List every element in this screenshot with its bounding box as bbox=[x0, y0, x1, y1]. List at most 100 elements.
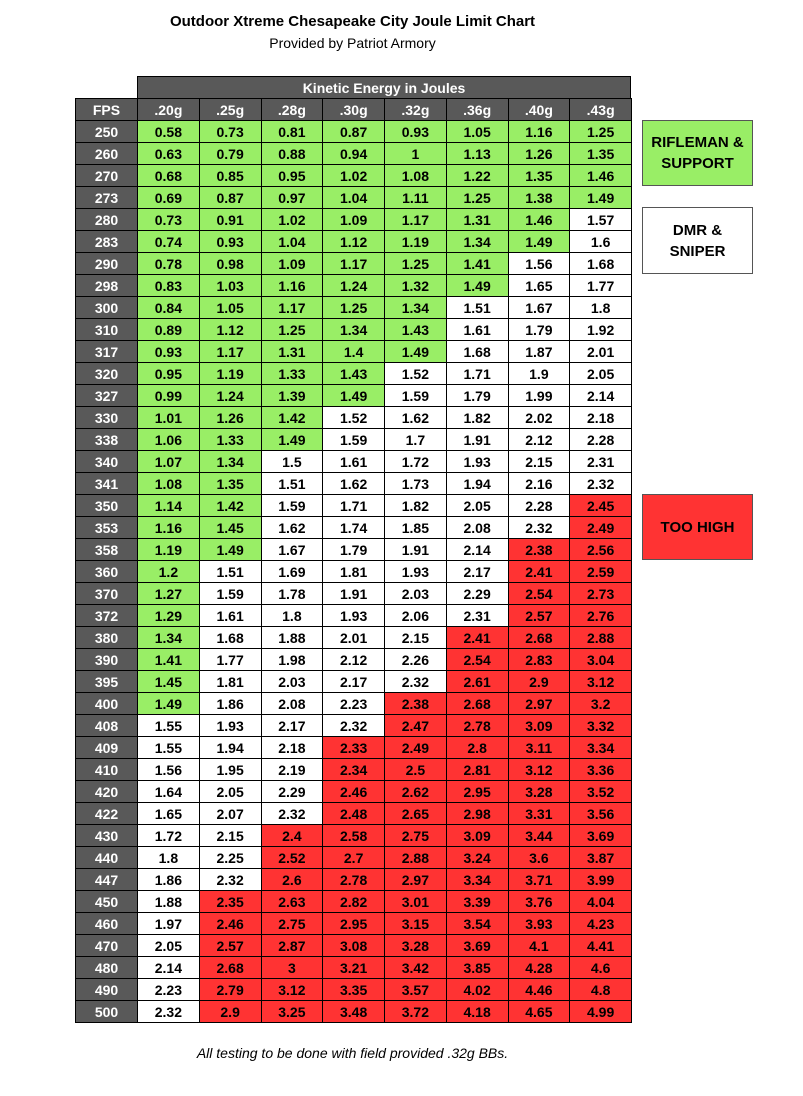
joule-cell: 3.36 bbox=[569, 758, 632, 781]
joule-cell: 1.94 bbox=[445, 472, 509, 495]
joule-cell: 2.57 bbox=[507, 604, 571, 627]
joule-cell: 4.02 bbox=[445, 978, 509, 1001]
joule-cell: 2.31 bbox=[569, 450, 632, 473]
joule-cell: 3.42 bbox=[384, 956, 447, 979]
joule-cell: 2.35 bbox=[198, 890, 262, 913]
joule-cell: 3.31 bbox=[507, 802, 571, 825]
joule-cell: 1.19 bbox=[198, 362, 262, 385]
joule-cell: 1.34 bbox=[322, 318, 385, 341]
joule-cell: 2.98 bbox=[445, 802, 509, 825]
joule-cell: 2.29 bbox=[260, 780, 324, 803]
joule-cell: 1.13 bbox=[445, 142, 509, 165]
fps-cell: 298 bbox=[75, 274, 138, 297]
joule-cell: 2.57 bbox=[198, 934, 262, 957]
joule-cell: 2.15 bbox=[507, 450, 571, 473]
joule-cell: 1.57 bbox=[569, 208, 632, 231]
joule-cell: 4.41 bbox=[569, 934, 632, 957]
fps-cell: 372 bbox=[75, 604, 138, 627]
joule-cell: 1.88 bbox=[137, 890, 200, 913]
joule-cell: 3.57 bbox=[384, 978, 447, 1001]
joule-cell: 2.17 bbox=[445, 560, 509, 583]
joule-cell: 1.49 bbox=[137, 692, 200, 715]
joule-cell: 3.12 bbox=[260, 978, 324, 1001]
joule-cell: 1.34 bbox=[445, 230, 509, 253]
joule-cell: 3.35 bbox=[322, 978, 385, 1001]
column-header: .25g bbox=[198, 98, 262, 121]
legend-box: DMR & SNIPER bbox=[642, 207, 753, 274]
joule-cell: 1.91 bbox=[322, 582, 385, 605]
fps-cell: 460 bbox=[75, 912, 138, 935]
joule-cell: 2.32 bbox=[198, 868, 262, 891]
fps-cell: 408 bbox=[75, 714, 138, 737]
joule-cell: 1.17 bbox=[198, 340, 262, 363]
joule-cell: 1.8 bbox=[260, 604, 324, 627]
joule-cell: 0.58 bbox=[137, 120, 200, 143]
joule-cell: 4.6 bbox=[569, 956, 632, 979]
joule-cell: 1.05 bbox=[445, 120, 509, 143]
joule-cell: 2.14 bbox=[137, 956, 200, 979]
joule-cell: 0.73 bbox=[198, 120, 262, 143]
fps-cell: 358 bbox=[75, 538, 138, 561]
fps-cell: 283 bbox=[75, 230, 138, 253]
joule-cell: 3.34 bbox=[569, 736, 632, 759]
joule-cell: 2.38 bbox=[384, 692, 447, 715]
joule-cell: 2.14 bbox=[445, 538, 509, 561]
joule-cell: 1.42 bbox=[260, 406, 324, 429]
joule-cell: 1.17 bbox=[384, 208, 447, 231]
fps-cell: 340 bbox=[75, 450, 138, 473]
joule-cell: 3.09 bbox=[445, 824, 509, 847]
joule-cell: 3.71 bbox=[507, 868, 571, 891]
joule-cell: 2.15 bbox=[384, 626, 447, 649]
joule-cell: 2.05 bbox=[198, 780, 262, 803]
joule-cell: 2.32 bbox=[569, 472, 632, 495]
joule-cell: 4.18 bbox=[445, 1000, 509, 1023]
joule-cell: 1.09 bbox=[260, 252, 324, 275]
joule-cell: 1.59 bbox=[384, 384, 447, 407]
joule-cell: 1.77 bbox=[198, 648, 262, 671]
joule-cell: 2.54 bbox=[445, 648, 509, 671]
joule-cell: 3.72 bbox=[384, 1000, 447, 1023]
joule-cell: 1.34 bbox=[384, 296, 447, 319]
fps-cell: 317 bbox=[75, 340, 138, 363]
joule-cell: 1.67 bbox=[260, 538, 324, 561]
fps-cell: 300 bbox=[75, 296, 138, 319]
column-header: .43g bbox=[569, 98, 632, 121]
joule-cell: 3.04 bbox=[569, 648, 632, 671]
joule-cell: 4.46 bbox=[507, 978, 571, 1001]
joule-cell: 1.16 bbox=[137, 516, 200, 539]
joule-cell: 1.14 bbox=[137, 494, 200, 517]
joule-cell: 2.58 bbox=[322, 824, 385, 847]
column-header: .20g bbox=[137, 98, 200, 121]
fps-cell: 270 bbox=[75, 164, 138, 187]
title: Outdoor Xtreme Chesapeake City Joule Lim… bbox=[169, 12, 536, 30]
joule-cell: 2.08 bbox=[260, 692, 324, 715]
subtitle: Provided by Patriot Armory bbox=[269, 35, 436, 51]
joule-cell: 3.85 bbox=[445, 956, 509, 979]
joule-cell: 3.69 bbox=[445, 934, 509, 957]
joule-cell: 1 bbox=[384, 142, 447, 165]
fps-cell: 447 bbox=[75, 868, 138, 891]
joule-cell: 0.79 bbox=[198, 142, 262, 165]
joule-cell: 2.83 bbox=[507, 648, 571, 671]
joule-cell: 3.09 bbox=[507, 714, 571, 737]
joule-cell: 1.43 bbox=[384, 318, 447, 341]
joule-cell: 1.02 bbox=[260, 208, 324, 231]
joule-cell: 2.31 bbox=[445, 604, 509, 627]
fps-cell: 353 bbox=[75, 516, 138, 539]
joule-cell: 1.35 bbox=[198, 472, 262, 495]
joule-cell: 1.78 bbox=[260, 582, 324, 605]
joule-cell: 1.82 bbox=[445, 406, 509, 429]
joule-cell: 2.38 bbox=[507, 538, 571, 561]
joule-cell: 1.26 bbox=[507, 142, 571, 165]
joule-cell: 1.59 bbox=[322, 428, 385, 451]
joule-cell: 1.07 bbox=[137, 450, 200, 473]
joule-cell: 2.23 bbox=[322, 692, 385, 715]
joule-cell: 1.35 bbox=[569, 142, 632, 165]
joule-cell: 2.47 bbox=[384, 714, 447, 737]
joule-cell: 2.12 bbox=[507, 428, 571, 451]
joule-cell: 4.04 bbox=[569, 890, 632, 913]
joule-cell: 3.28 bbox=[384, 934, 447, 957]
joule-cell: 2.08 bbox=[445, 516, 509, 539]
joule-cell: 1.09 bbox=[322, 208, 385, 231]
joule-cell: 1.91 bbox=[384, 538, 447, 561]
